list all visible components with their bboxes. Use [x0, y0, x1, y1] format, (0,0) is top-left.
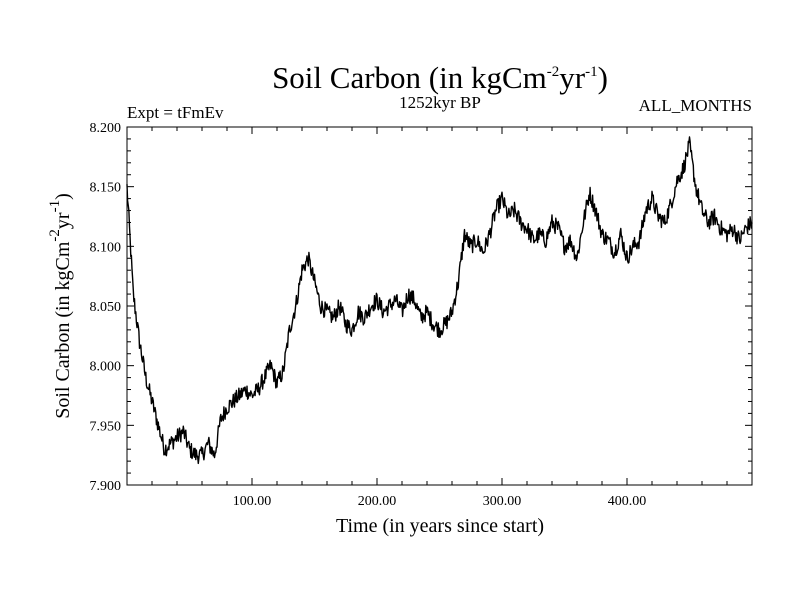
y-axis-label: Soil Carbon (in kgCm-2yr-1) [47, 193, 74, 419]
x-tick-label: 300.00 [483, 494, 522, 509]
y-tick-label: 7.950 [90, 419, 122, 434]
y-tick-label: 8.000 [90, 360, 122, 375]
y-tick-label: 8.050 [90, 300, 122, 315]
x-axis-label: Time (in years since start) [336, 515, 544, 537]
y-tick-label: 8.150 [90, 181, 122, 196]
y-tick-label: 8.100 [90, 240, 122, 255]
months-label: ALL_MONTHS [639, 96, 752, 115]
period-label: 1252kyr BP [399, 93, 481, 112]
experiment-label: Expt = tFmEv [127, 103, 224, 122]
y-tick-label: 8.200 [90, 121, 122, 136]
y-axis-ticks: 7.900 7.950 8.000 8.050 8.100 8.150 8.200 [90, 121, 752, 494]
x-axis-ticks: 100.00 200.00 300.00 400.00 [151, 127, 728, 509]
plot-frame [126, 126, 753, 486]
x-tick-label: 100.00 [233, 494, 272, 509]
y-tick-label: 7.900 [90, 479, 122, 494]
x-tick-label: 200.00 [358, 494, 397, 509]
soil-carbon-series-line [126, 136, 753, 465]
x-tick-label: 400.00 [608, 494, 647, 509]
chart-title: Soil Carbon (in kgCm-2yr-1) [272, 60, 608, 95]
